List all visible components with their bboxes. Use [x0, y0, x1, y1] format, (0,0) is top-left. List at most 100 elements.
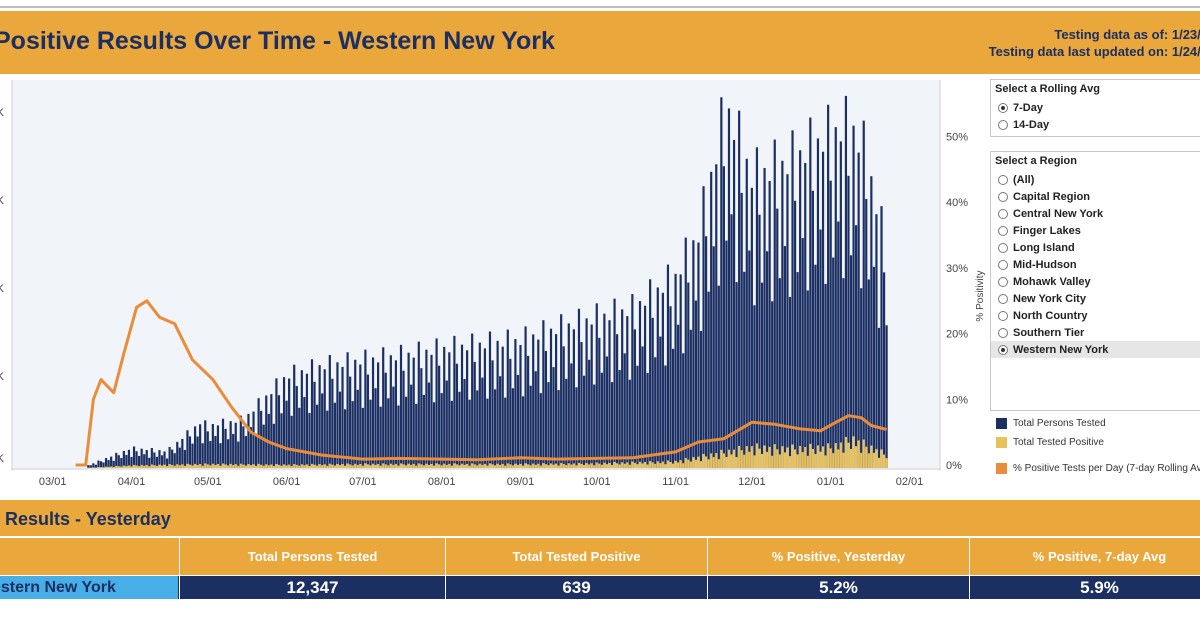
tested-bar	[628, 379, 631, 468]
radio-selected-icon[interactable]	[998, 344, 1008, 355]
tested-bar	[763, 167, 766, 468]
legend-pct-swatch	[996, 463, 1007, 474]
positive-bar	[115, 465, 118, 468]
tested-bar	[298, 407, 301, 468]
col-header-pct-7day: % Positive, 7-day Avg	[969, 538, 1200, 575]
positive-bar	[575, 465, 578, 468]
positive-bar	[860, 452, 863, 468]
positive-bar	[366, 464, 370, 468]
tested-bar	[308, 413, 311, 468]
positive-bar	[196, 465, 199, 468]
positive-bar	[468, 465, 471, 468]
radio-icon[interactable]	[998, 293, 1008, 304]
region-option-mid-hudson[interactable]: Mid-Hudson	[991, 256, 1200, 273]
positive-bar	[257, 463, 260, 468]
tested-bar	[608, 320, 611, 468]
positive-bar	[308, 465, 311, 468]
positive-bar	[443, 463, 446, 468]
positive-bar	[524, 463, 527, 468]
positivity-chart: 03/01 04/01 05/01 06/01 07/01 08/01 09/01 10/01…	[0, 80, 986, 488]
radio-icon[interactable]	[998, 310, 1008, 321]
tested-bar	[326, 410, 329, 468]
positive-bar	[595, 462, 598, 468]
radio-icon[interactable]	[998, 174, 1008, 185]
positive-bar	[697, 456, 700, 468]
positive-bar	[755, 443, 759, 468]
tested-bar	[163, 451, 166, 468]
region-option-southern-tier[interactable]: Southern Tier	[991, 324, 1200, 341]
region-option-north-country[interactable]: North Country	[991, 307, 1200, 324]
tested-bar	[412, 357, 415, 468]
region-option-all[interactable]: (All)	[991, 171, 1200, 188]
x-tick-label: 07/01	[349, 476, 377, 488]
positive-bar	[232, 465, 235, 468]
positive-bar	[173, 465, 176, 468]
tested-bar	[438, 365, 441, 468]
region-option-mohawk-valley[interactable]: Mohawk Valley	[991, 273, 1200, 290]
positive-bar	[865, 446, 868, 468]
positive-bar	[153, 465, 156, 468]
positive-bar	[478, 463, 481, 468]
positive-bar	[356, 464, 359, 468]
tested-bar	[430, 354, 433, 468]
positive-bar	[254, 465, 258, 468]
tested-bar	[491, 360, 494, 468]
positive-bar	[832, 453, 835, 468]
positive-bar	[788, 456, 792, 468]
x-tick-labels: 03/01 04/01 05/01 06/01 07/01 08/01 09/01 10/01…	[39, 476, 923, 488]
rolling-option-14-day[interactable]: 14-Day	[991, 116, 1200, 133]
tested-bar	[577, 308, 581, 468]
radio-icon[interactable]	[998, 259, 1008, 270]
tested-bar	[89, 465, 92, 468]
region-option-finger-lakes[interactable]: Finger Lakes	[991, 222, 1200, 239]
region-option-capital-region[interactable]: Capital Region	[991, 188, 1200, 205]
radio-selected-icon[interactable]	[998, 102, 1008, 113]
testing-updated: Testing data last updated on: 1/24/2	[988, 44, 1200, 59]
positive-bar	[715, 453, 718, 468]
radio-icon[interactable]	[998, 242, 1008, 253]
radio-icon[interactable]	[998, 327, 1008, 338]
legend-tested-label: Total Persons Tested	[1013, 418, 1106, 429]
positive-bar	[554, 463, 558, 468]
tested-bar	[745, 158, 748, 468]
legend-positive-label: Total Tested Positive	[1013, 437, 1104, 448]
tested-bar	[697, 242, 700, 468]
tested-bar	[104, 458, 108, 468]
tested-bar	[560, 314, 563, 468]
tested-bar	[842, 278, 845, 468]
radio-icon[interactable]	[998, 208, 1008, 219]
region-option-central-new-york[interactable]: Central New York	[991, 205, 1200, 222]
radio-icon[interactable]	[998, 225, 1008, 236]
region-option-new-york-city[interactable]: New York City	[991, 290, 1200, 307]
tested-bar	[829, 180, 832, 469]
rolling-option-7-day[interactable]: 7-Day	[991, 99, 1200, 116]
positive-bar	[720, 449, 723, 468]
legend-pct: % Positive Tests per Day (7-day Rolling …	[996, 463, 1200, 474]
positive-bar	[847, 442, 850, 468]
tested-bar	[453, 335, 456, 468]
tested-bar	[532, 334, 535, 468]
positive-bar	[150, 464, 153, 468]
tested-bar	[656, 287, 659, 468]
positive-bar	[333, 465, 336, 468]
positive-bar	[229, 463, 232, 468]
radio-icon[interactable]	[998, 191, 1008, 202]
chart-area: 03/01 04/01 05/01 06/01 07/01 08/01 09/01 10/01…	[0, 76, 990, 496]
tested-bar	[483, 348, 486, 468]
region-option-western-new-york[interactable]: Western New York	[991, 341, 1200, 358]
tested-bar	[844, 95, 848, 469]
tested-bar	[638, 301, 642, 468]
region-option-long-island[interactable]: Long Island	[991, 239, 1200, 256]
radio-icon[interactable]	[998, 119, 1008, 130]
tested-bar	[659, 336, 662, 468]
positive-bar	[532, 463, 535, 468]
legend-pct-label: % Positive Tests per Day (7-day Rolling …	[1013, 463, 1200, 474]
tested-bar	[318, 365, 321, 468]
positive-bar	[491, 464, 494, 468]
region-title: Select a Region	[995, 155, 1077, 167]
col-header-pct-yesterday: % Positive, Yesterday	[707, 538, 969, 575]
tested-bar	[153, 452, 156, 468]
tested-bar	[717, 285, 720, 468]
radio-icon[interactable]	[998, 276, 1008, 287]
tested-bar	[99, 461, 103, 468]
